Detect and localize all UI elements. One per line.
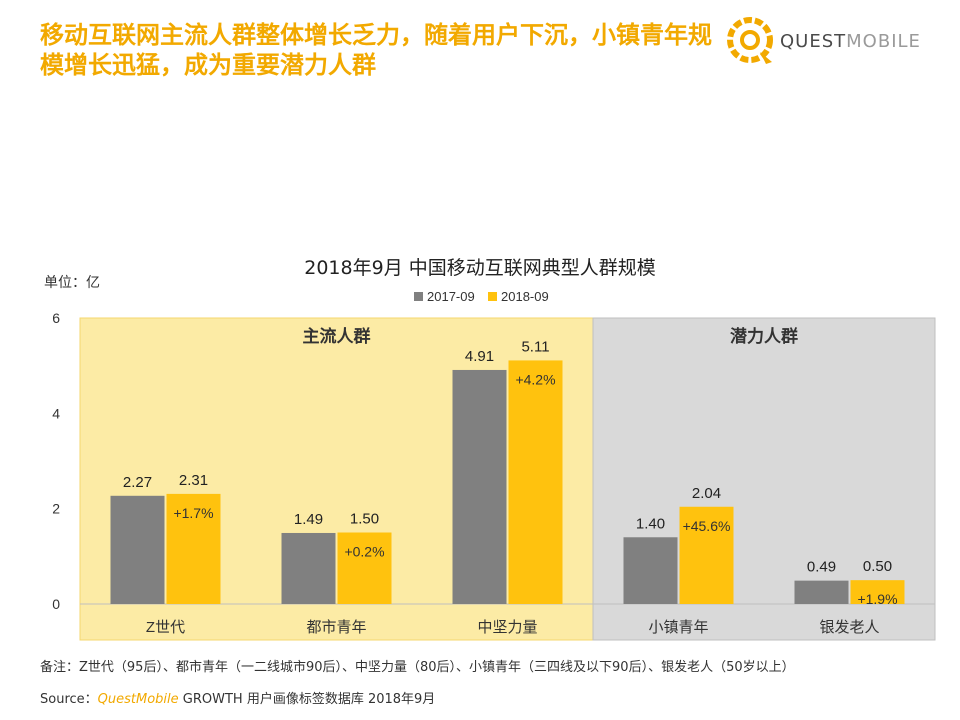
growth-label: +0.2% [344, 544, 384, 560]
group-background-0 [79, 317, 594, 641]
logo-word-mobile: MOBILE [846, 31, 921, 52]
y-tick-label: 4 [52, 405, 60, 421]
data-label: 5.11 [521, 338, 549, 355]
growth-label: +4.2% [515, 371, 555, 387]
growth-label: +1.9% [857, 591, 897, 607]
data-label: 1.40 [636, 515, 665, 532]
questmobile-logo-icon [727, 17, 773, 64]
data-label: 1.49 [294, 511, 323, 528]
legend-label-0: 2017-09 [427, 289, 475, 304]
data-label: 2.04 [692, 485, 721, 502]
legend-swatch-1 [488, 292, 497, 301]
footnote: 备注：Z世代（95后）、都市青年（一二线城市90后）、中坚力量（80后）、小镇青… [40, 660, 795, 675]
questmobile-logo: QUESTMOBILE [726, 12, 926, 72]
bar-1 [166, 493, 221, 604]
bar-0 [281, 532, 336, 604]
growth-label: +45.6% [683, 518, 731, 534]
bar-1 [850, 580, 905, 604]
y-tick-label: 0 [52, 596, 60, 612]
bar-1 [679, 506, 734, 604]
legend-swatch-0 [414, 292, 423, 301]
bar-1 [337, 532, 392, 604]
growth-label: +1.7% [173, 505, 213, 521]
source-line: Source：QuestMobile GROWTH 用户画像标签数据库 2018… [40, 688, 435, 707]
data-label: 2.31 [179, 472, 208, 489]
legend-label-1: 2018-09 [501, 289, 549, 304]
bar-1 [508, 360, 563, 604]
bar-0 [794, 580, 849, 604]
source-brand: QuestMobile [97, 692, 179, 707]
category-label: 都市青年 [306, 619, 366, 636]
bar-0 [452, 369, 507, 604]
category-label: 中坚力量 [477, 619, 537, 636]
logo-word-quest: QUEST [780, 31, 847, 52]
headline: 移动互联网主流人群整体增长乏力，随着用户下沉，小镇青年规模增长迅猛，成为重要潜力… [40, 21, 712, 79]
y-tick-label: 2 [52, 501, 60, 517]
bar-0 [110, 495, 165, 604]
category-label: Z世代 [146, 619, 185, 636]
data-label: 0.50 [863, 558, 892, 575]
category-label: 小镇青年 [648, 619, 708, 636]
chart-title: 2018年9月 中国移动互联网典型人群规模 [304, 257, 656, 279]
logo-wordmark: QUESTMOBILE [780, 31, 921, 52]
source-prefix: Source： [40, 692, 98, 707]
group-label-0: 主流人群 [303, 326, 371, 346]
data-label: 1.50 [350, 511, 379, 528]
source-suffix: GROWTH 用户画像标签数据库 2018年9月 [178, 692, 436, 707]
data-label: 0.49 [807, 559, 836, 576]
group-label-1: 潜力人群 [730, 326, 798, 346]
data-label: 4.91 [465, 348, 494, 365]
unit-label: 单位：亿 [44, 275, 100, 291]
data-label: 2.27 [123, 474, 152, 491]
bar-0 [623, 537, 678, 604]
category-label: 银发老人 [819, 619, 879, 636]
y-tick-label: 6 [52, 310, 60, 326]
